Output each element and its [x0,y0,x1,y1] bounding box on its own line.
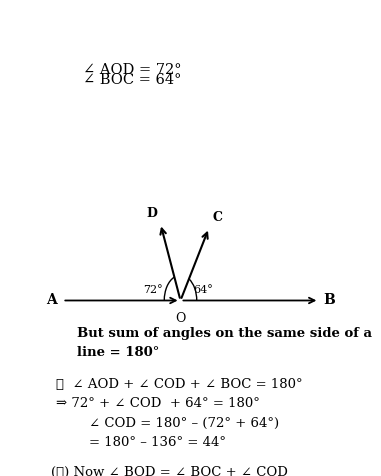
Text: But sum of angles on the same side of a: But sum of angles on the same side of a [77,327,372,339]
Text: line = 180°: line = 180° [77,346,159,358]
Text: ∴  ∠ AOD + ∠ COD + ∠ BOC = 180°: ∴ ∠ AOD + ∠ COD + ∠ BOC = 180° [56,377,303,390]
Text: ⇒ 72° + ∠ COD  + 64° = 180°: ⇒ 72° + ∠ COD + 64° = 180° [56,397,260,409]
Text: B: B [324,292,335,307]
Text: ∠ COD = 180° – (72° + 64°): ∠ COD = 180° – (72° + 64°) [89,416,279,428]
Text: O: O [175,311,186,324]
Text: 64°: 64° [193,284,213,294]
Text: = 180° – 136° = 44°: = 180° – 136° = 44° [89,435,226,448]
Text: ∠ AOD = 72°: ∠ AOD = 72° [83,63,182,77]
Text: D: D [146,207,157,220]
Text: 72°: 72° [142,284,162,294]
Text: A: A [46,292,56,307]
Text: ∠ BOC = 64°: ∠ BOC = 64° [83,72,181,87]
Text: C: C [213,211,223,224]
Text: (ℹ) Now ∠ BOD = ∠ BOC + ∠ COD: (ℹ) Now ∠ BOD = ∠ BOC + ∠ COD [51,465,287,476]
